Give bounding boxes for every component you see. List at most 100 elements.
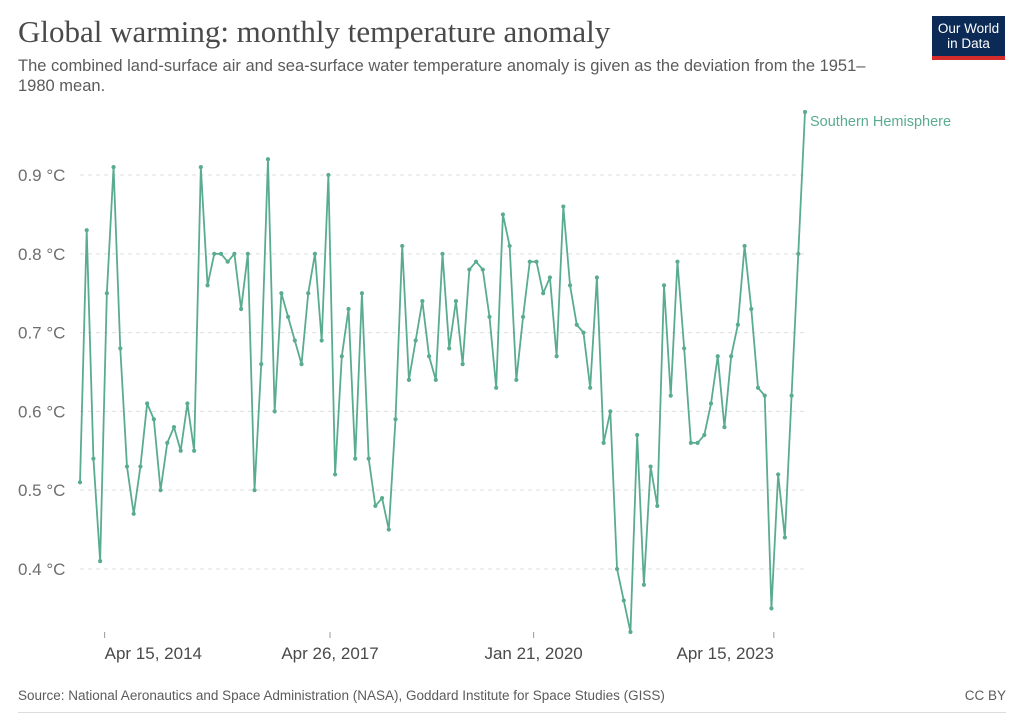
source-note[interactable]: Source: National Aeronautics and Space A… <box>18 688 665 703</box>
data-point[interactable] <box>379 495 385 501</box>
data-point[interactable] <box>359 291 365 296</box>
data-point[interactable] <box>212 251 217 256</box>
data-point[interactable] <box>84 228 89 233</box>
data-point[interactable] <box>588 385 593 390</box>
data-point[interactable] <box>346 306 351 312</box>
data-point[interactable] <box>554 354 559 359</box>
data-point[interactable] <box>252 488 257 493</box>
data-point[interactable] <box>400 243 405 249</box>
data-point[interactable] <box>205 283 210 288</box>
data-point[interactable] <box>306 291 311 296</box>
data-point[interactable] <box>225 259 230 264</box>
data-point[interactable] <box>447 346 452 351</box>
data-point[interactable] <box>614 566 620 572</box>
data-point[interactable] <box>171 425 177 430</box>
data-point[interactable] <box>198 165 203 170</box>
data-point[interactable] <box>386 527 391 532</box>
data-point[interactable] <box>534 259 539 264</box>
data-point[interactable] <box>118 346 123 351</box>
data-point[interactable] <box>353 456 358 461</box>
data-point[interactable] <box>541 291 546 296</box>
data-point[interactable] <box>574 322 579 327</box>
data-point[interactable] <box>124 464 130 469</box>
data-point[interactable] <box>319 338 324 343</box>
data-point[interactable] <box>239 306 244 312</box>
data-point[interactable] <box>332 472 338 477</box>
data-point[interactable] <box>722 425 727 430</box>
data-point[interactable] <box>480 267 485 272</box>
data-point[interactable] <box>218 251 224 256</box>
data-point[interactable] <box>259 362 264 367</box>
data-point[interactable] <box>460 362 465 367</box>
data-point[interactable] <box>762 393 767 398</box>
license-link[interactable]: CC BY <box>964 688 1006 703</box>
data-point[interactable] <box>138 464 143 469</box>
data-point[interactable] <box>245 251 250 256</box>
data-point[interactable] <box>265 157 271 162</box>
data-point[interactable] <box>312 251 318 256</box>
line-chart[interactable]: 0.4 °C 0.5 °C 0.6 °C 0.7 °C 0.8 °C 0.9 °C Apr… <box>0 0 1024 680</box>
data-point[interactable] <box>735 322 740 327</box>
data-point[interactable] <box>715 354 720 359</box>
data-point[interactable] <box>682 346 687 351</box>
data-point[interactable] <box>608 409 613 414</box>
data-point[interactable] <box>708 401 714 406</box>
data-point[interactable] <box>661 283 667 288</box>
data-point[interactable] <box>393 417 398 422</box>
series-label[interactable]: Southern Hemisphere <box>810 114 951 130</box>
data-point[interactable] <box>527 259 532 264</box>
data-point[interactable] <box>641 582 646 587</box>
data-point[interactable] <box>668 393 673 398</box>
data-point[interactable] <box>729 354 734 359</box>
data-point[interactable] <box>520 314 526 319</box>
data-point[interactable] <box>789 393 794 398</box>
data-point[interactable] <box>749 306 754 312</box>
data-point[interactable] <box>776 472 781 477</box>
data-point[interactable] <box>326 172 331 178</box>
data-point[interactable] <box>151 417 156 422</box>
series-line[interactable] <box>79 111 806 633</box>
data-point[interactable] <box>426 354 432 359</box>
data-point[interactable] <box>98 558 103 564</box>
data-point[interactable] <box>433 377 438 382</box>
data-point[interactable] <box>232 251 237 256</box>
data-point[interactable] <box>507 243 512 249</box>
data-point[interactable] <box>178 448 183 453</box>
data-point[interactable] <box>339 354 344 359</box>
data-point[interactable] <box>467 267 472 272</box>
data-point[interactable] <box>628 629 633 635</box>
data-point[interactable] <box>769 606 774 611</box>
data-point[interactable] <box>91 456 96 461</box>
data-point[interactable] <box>500 212 506 217</box>
data-point[interactable] <box>299 362 304 367</box>
data-point[interactable] <box>514 377 519 382</box>
data-point[interactable] <box>272 409 277 414</box>
data-point[interactable] <box>158 488 163 493</box>
data-point[interactable] <box>601 440 606 446</box>
data-point[interactable] <box>675 259 680 264</box>
data-point[interactable] <box>796 251 801 256</box>
data-point[interactable] <box>440 251 445 256</box>
data-point[interactable] <box>292 338 297 343</box>
owid-logo[interactable]: Our World in Data <box>932 16 1005 60</box>
data-point[interactable] <box>420 298 425 304</box>
data-point[interactable] <box>688 440 693 446</box>
data-point[interactable] <box>286 314 291 319</box>
data-point[interactable] <box>494 385 499 390</box>
data-point[interactable] <box>373 503 378 509</box>
data-point[interactable] <box>366 456 371 461</box>
data-point[interactable] <box>567 283 573 288</box>
data-point[interactable] <box>487 314 492 319</box>
data-point[interactable] <box>802 109 808 115</box>
data-point[interactable] <box>702 432 707 438</box>
data-point[interactable] <box>648 464 653 469</box>
data-point[interactable] <box>561 204 566 209</box>
data-point[interactable] <box>655 503 660 509</box>
data-point[interactable] <box>755 385 761 390</box>
data-point[interactable] <box>413 338 418 343</box>
data-point[interactable] <box>165 440 170 446</box>
series-layer[interactable]: Southern Hemisphere <box>77 109 951 635</box>
data-point[interactable] <box>547 275 553 280</box>
data-point[interactable] <box>453 298 459 304</box>
data-point[interactable] <box>742 243 747 249</box>
